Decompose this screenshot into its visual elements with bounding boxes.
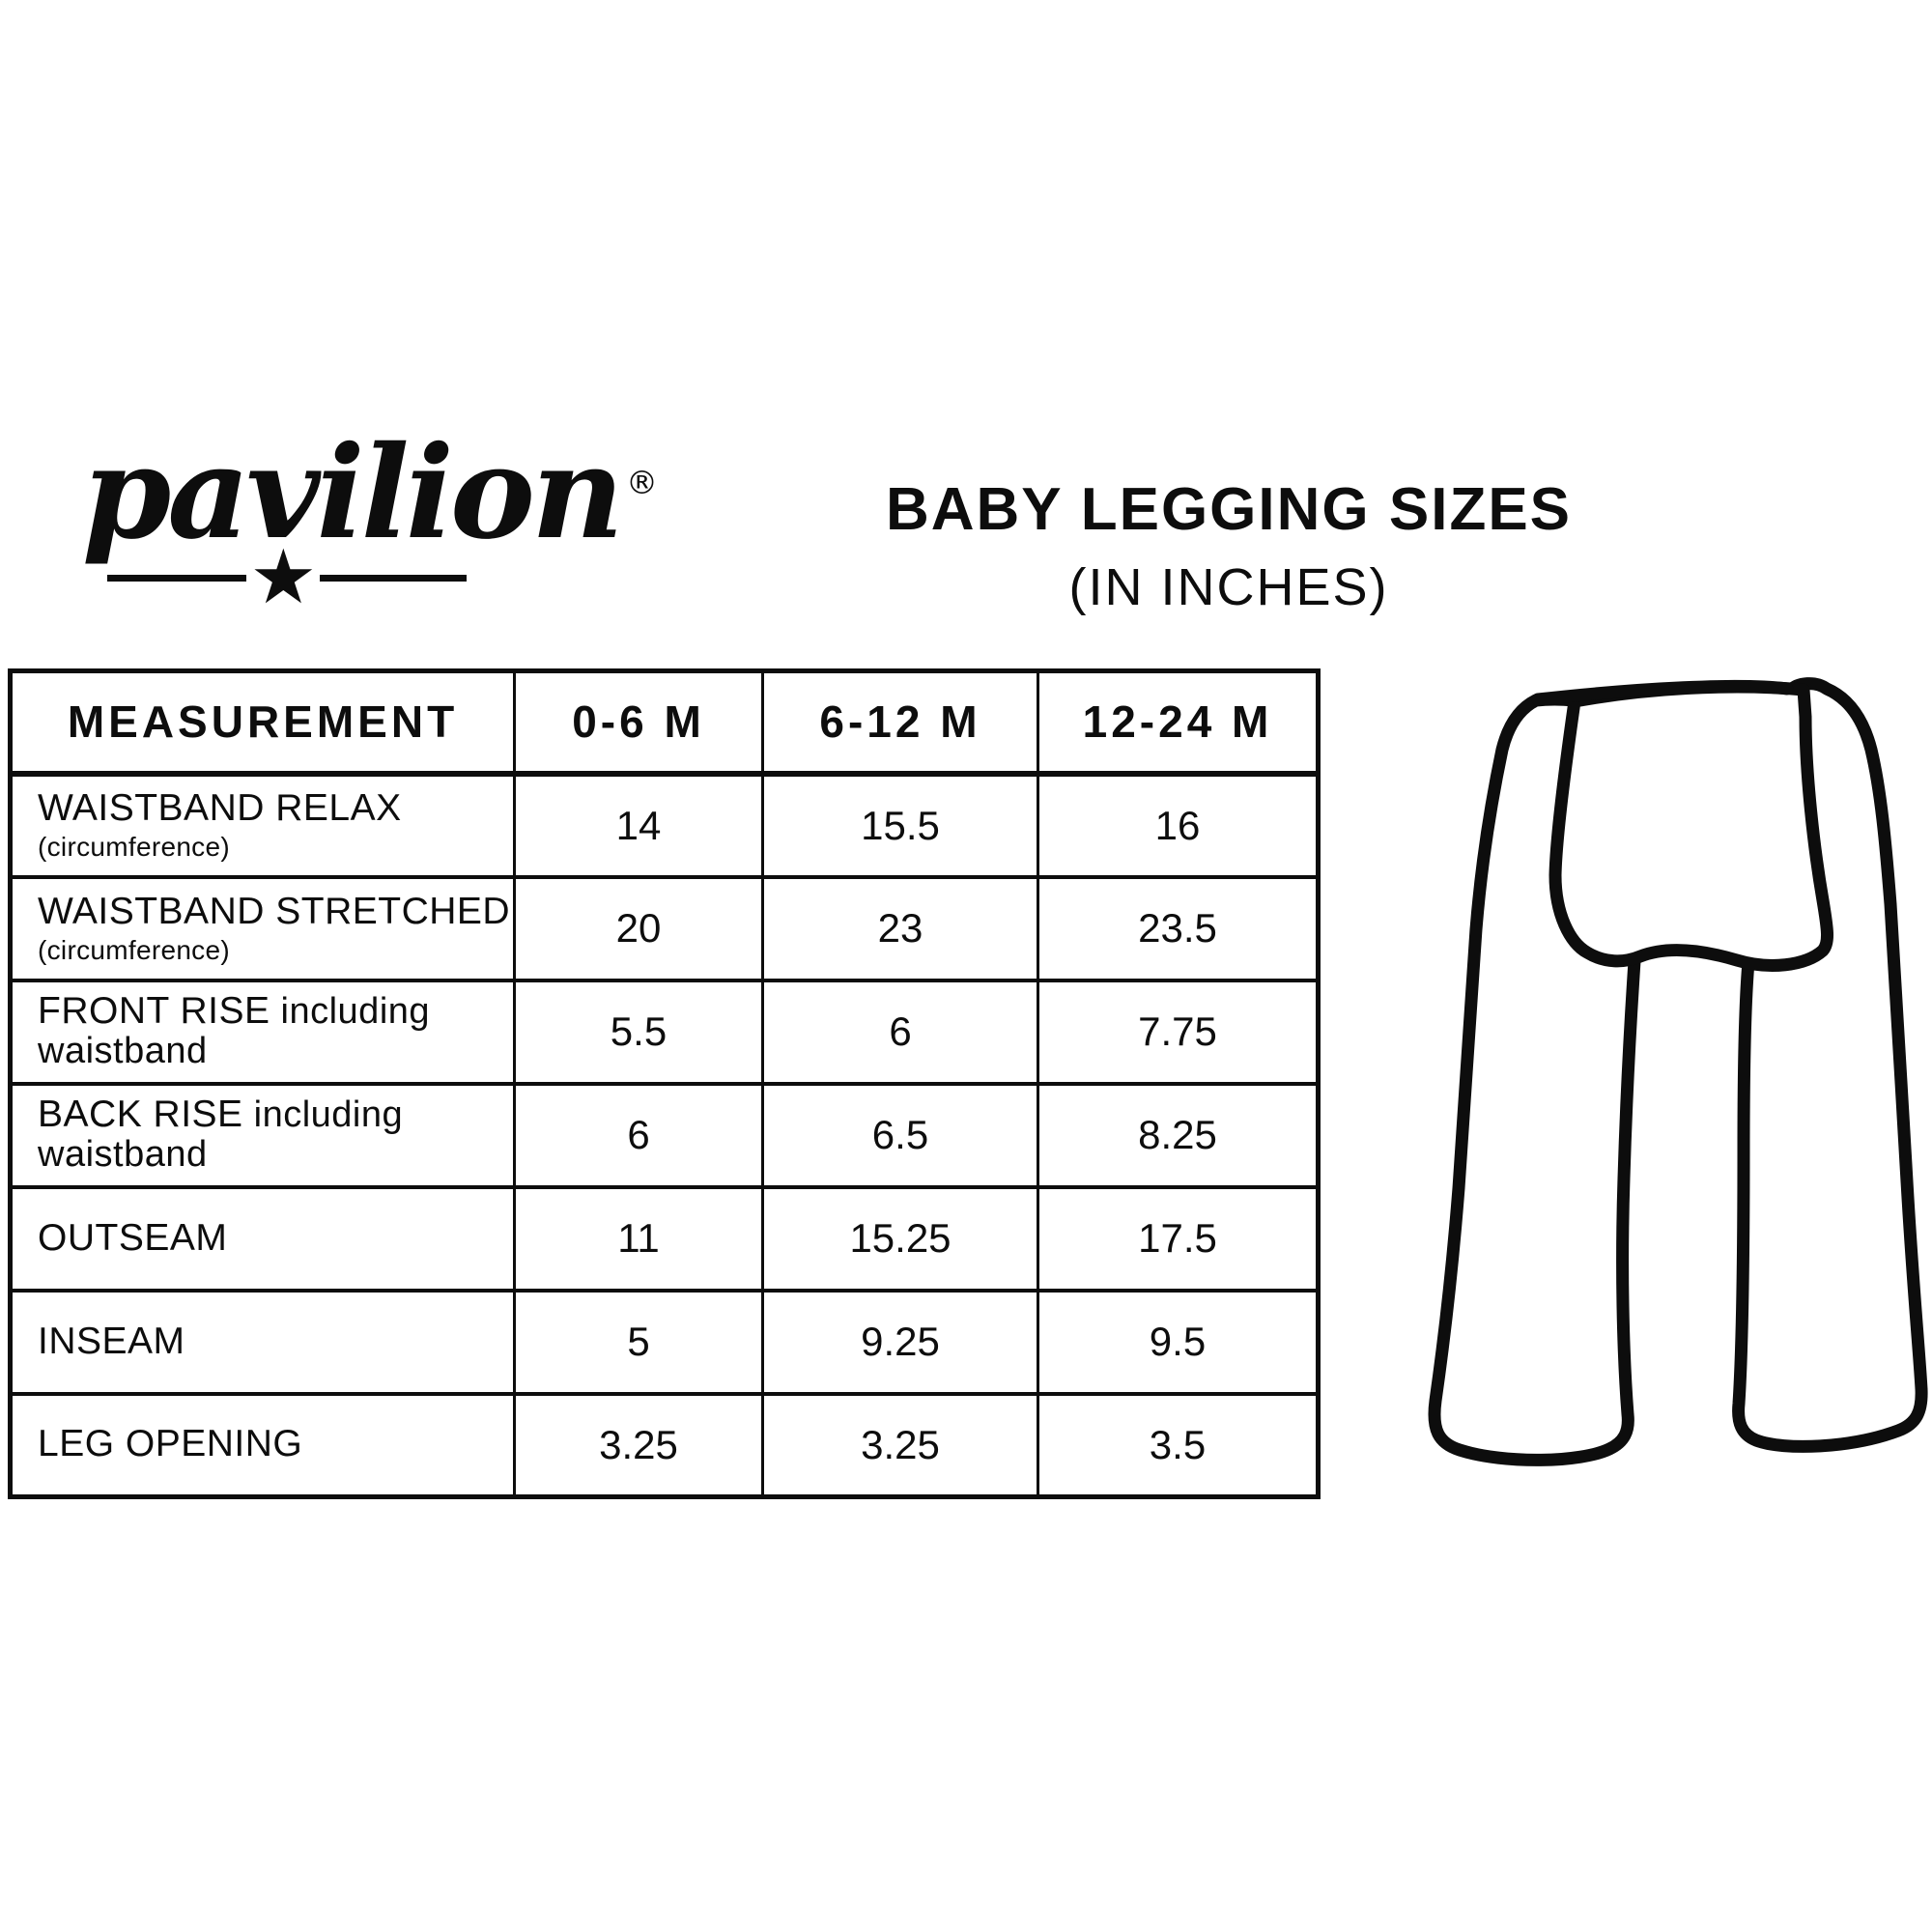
- legging-waistband-line: [1531, 679, 1794, 706]
- measurement-label-text: WAISTBAND STRETCHED: [38, 890, 511, 932]
- measurement-label-text: OUTSEAM: [38, 1216, 228, 1259]
- measurement-note: (circumference): [38, 832, 230, 863]
- table-row: LEG OPENING 3.25 3.25 3.5: [9, 1391, 1320, 1499]
- size-value: 7.75: [1037, 978, 1320, 1086]
- measurement-label: FRONT RISE including waistband: [9, 978, 516, 1086]
- title-block: BABY LEGGING SIZES (IN INCHES): [871, 475, 1586, 617]
- size-value: 16: [1037, 771, 1320, 879]
- divider-line-left: [107, 574, 247, 582]
- size-value: 15.25: [761, 1184, 1039, 1293]
- baby-leggings-illustration: [1428, 677, 1928, 1466]
- measurement-label: BACK RISE including waistband: [9, 1081, 516, 1189]
- size-value: 8.25: [1037, 1081, 1320, 1189]
- measurement-label: WAISTBAND RELAX (circumference): [9, 771, 516, 879]
- size-value: 6: [513, 1081, 764, 1189]
- size-value: 23.5: [1037, 874, 1320, 982]
- size-value: 3.25: [513, 1391, 764, 1499]
- star-icon: ★: [249, 534, 318, 621]
- column-header: 6-12 M: [761, 668, 1039, 777]
- table-row: WAISTBAND STRETCHED (circumference) 20 23 23…: [9, 874, 1320, 982]
- size-value: 5: [513, 1288, 764, 1396]
- size-value: 9.25: [761, 1288, 1039, 1396]
- size-value: 23: [761, 874, 1039, 982]
- table-row: OUTSEAM 11 15.25 17.5: [9, 1184, 1320, 1293]
- table-header-row: MEASUREMENT 0-6 M 6-12 M 12-24 M: [9, 668, 1320, 777]
- size-value: 14: [513, 771, 764, 879]
- size-value: 3.5: [1037, 1391, 1320, 1499]
- brand-star-divider: ★: [107, 534, 467, 621]
- size-value: 17.5: [1037, 1184, 1320, 1293]
- table-row: FRONT RISE including waistband 5.5 6 7.75: [9, 978, 1320, 1086]
- brand-wordmark: pavilion ®: [82, 430, 658, 557]
- size-value: 3.25: [761, 1391, 1039, 1499]
- page-title: BABY LEGGING SIZES: [885, 476, 1573, 543]
- measurement-note: (circumference): [38, 934, 230, 965]
- measurement-label-text: WAISTBAND RELAX: [38, 787, 402, 830]
- size-value: 11: [513, 1184, 764, 1293]
- divider-line-right: [320, 574, 467, 582]
- table-row: BACK RISE including waistband 6 6.5 8.25: [9, 1081, 1320, 1189]
- legging-back-panel: [1548, 680, 1833, 972]
- measurement-label: WAISTBAND STRETCHED (circumference): [9, 874, 516, 982]
- size-value: 20: [513, 874, 764, 982]
- size-value: 9.5: [1037, 1288, 1320, 1396]
- column-header: MEASUREMENT: [9, 668, 516, 777]
- size-value: 6: [761, 978, 1039, 1086]
- brand-name-text: pavilion: [82, 418, 624, 568]
- page-subtitle: (IN INCHES): [1068, 558, 1389, 616]
- size-table: MEASUREMENT 0-6 M 6-12 M 12-24 M WAISTBAND …: [8, 668, 1321, 1499]
- measurement-label-text: BACK RISE: [38, 1094, 243, 1136]
- measurement-label: INSEAM: [9, 1288, 516, 1396]
- measurement-label: OUTSEAM: [9, 1184, 516, 1293]
- size-value: 15.5: [761, 771, 1039, 879]
- column-header: 12-24 M: [1037, 668, 1320, 777]
- table-row: INSEAM 5 9.25 9.5: [9, 1288, 1320, 1396]
- size-value: 6.5: [761, 1081, 1039, 1189]
- measurement-label-text: FRONT RISE: [38, 990, 270, 1033]
- table-body: WAISTBAND RELAX (circumference) 14 15.5 16 WA…: [9, 771, 1320, 1499]
- measurement-label-text: LEG OPENING: [38, 1423, 303, 1465]
- size-value: 5.5: [513, 978, 764, 1086]
- brand-logo: pavilion ® ★: [82, 420, 658, 642]
- registered-trademark-icon: ®: [625, 464, 658, 501]
- measurement-label-text: INSEAM: [38, 1320, 185, 1362]
- column-header: 0-6 M: [513, 668, 764, 777]
- measurement-note: including waistband: [38, 991, 431, 1071]
- measurement-note: including waistband: [38, 1094, 404, 1175]
- table-row: WAISTBAND RELAX (circumference) 14 15.5 16: [9, 771, 1320, 879]
- measurement-label: LEG OPENING: [9, 1391, 516, 1499]
